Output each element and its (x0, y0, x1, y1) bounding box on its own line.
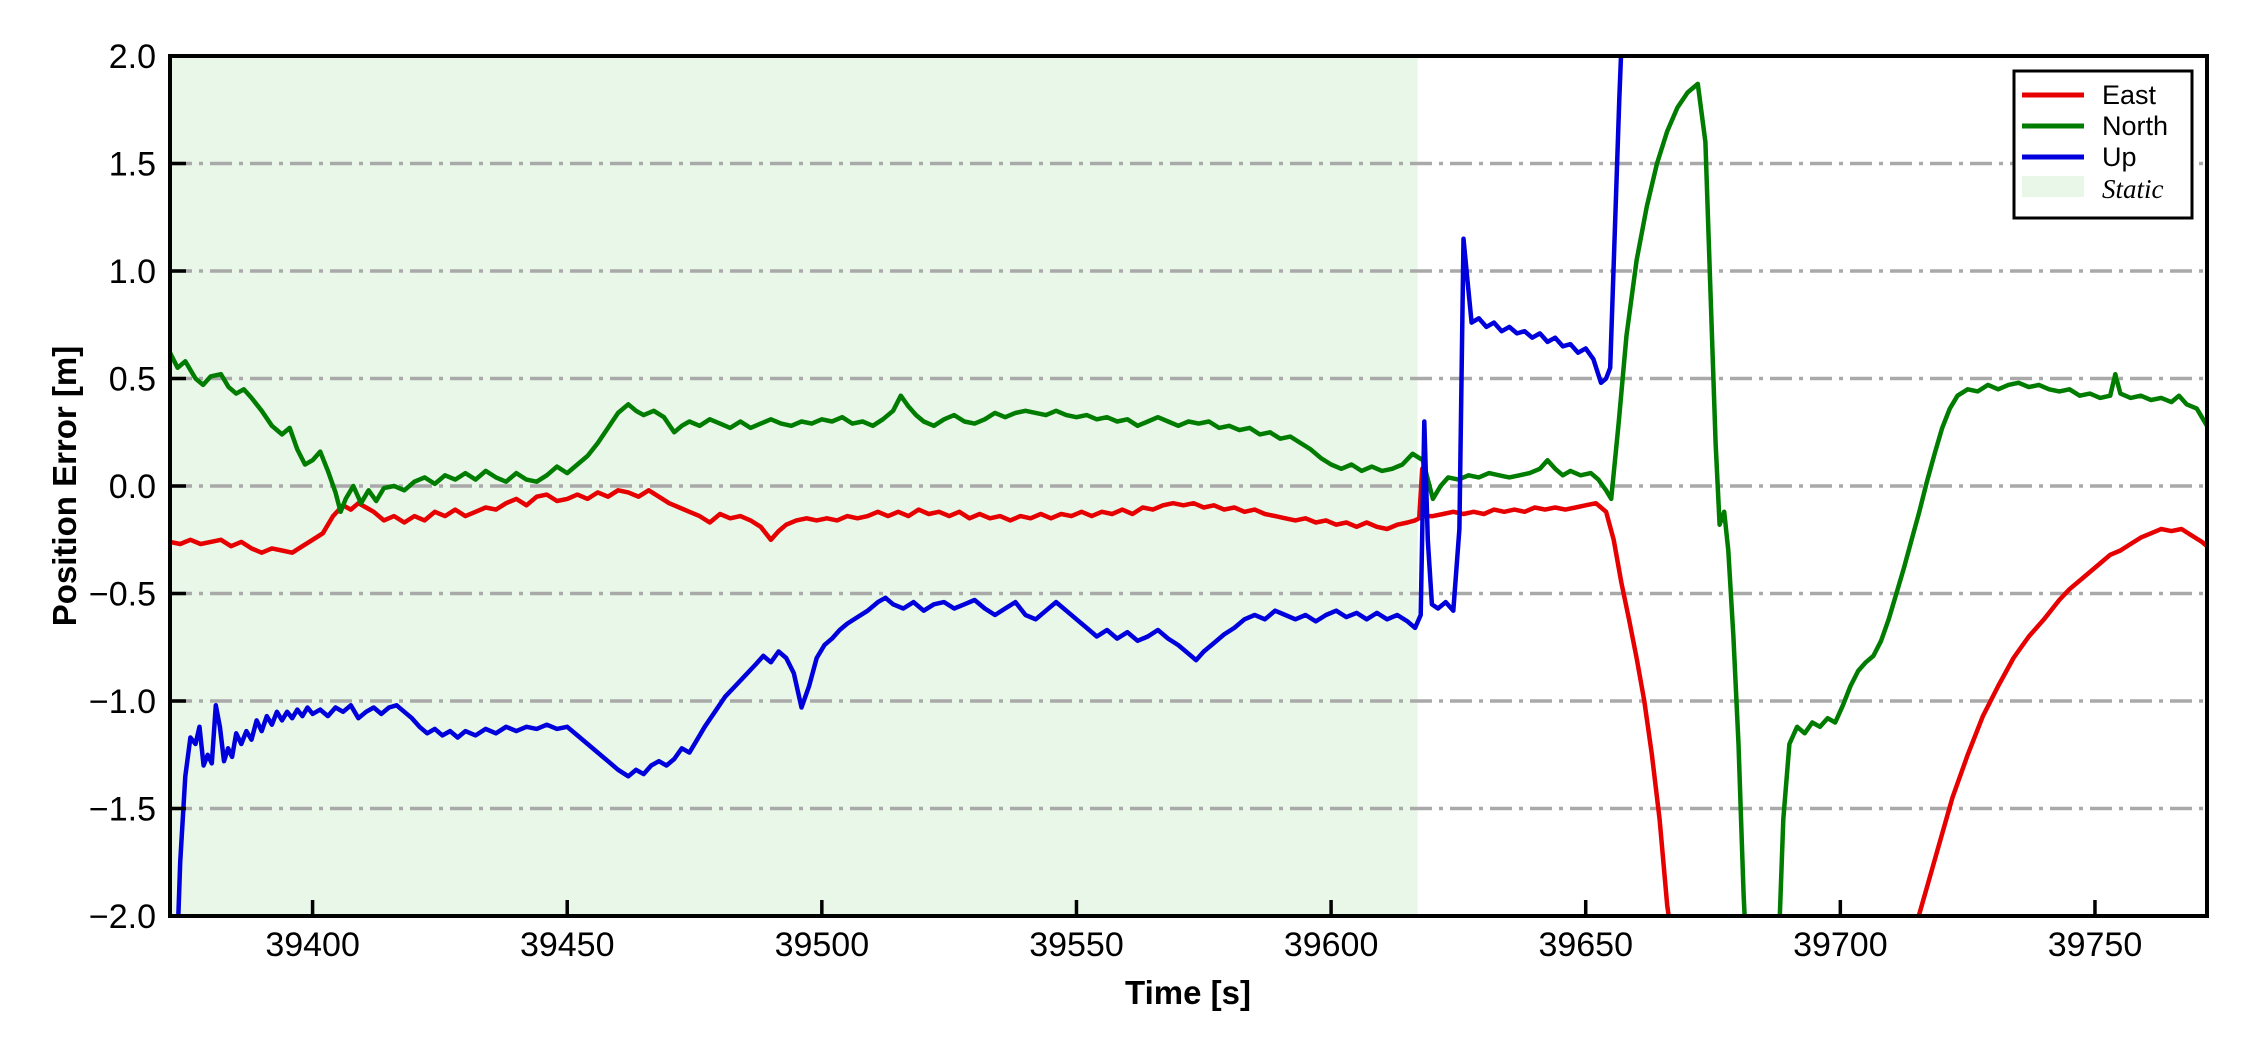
x-tick-label: 39500 (775, 926, 870, 964)
x-tick-label: 39450 (520, 926, 615, 964)
series-up-line (176, 56, 1624, 916)
axis-ticks (170, 54, 2097, 918)
series-east-line (170, 466, 2207, 916)
legend-up-label: Up (2102, 142, 2137, 172)
legend: East North Up Static (2012, 69, 2194, 220)
x-tick-label: 39550 (1029, 926, 1124, 964)
legend-static-swatch (2022, 176, 2084, 197)
x-axis-title: Time [s] (1125, 974, 1251, 1011)
y-tick-label: −2.0 (89, 898, 156, 936)
y-tick-label: 0.5 (109, 361, 156, 399)
y-tick-label: −1.5 (89, 791, 156, 829)
legend-north-label: North (2102, 111, 2168, 141)
x-tick-label: 39750 (2048, 926, 2143, 964)
y-tick-label: 2.0 (109, 38, 156, 76)
x-tick-label: 39650 (1538, 926, 1633, 964)
y-tick-label: 1.5 (109, 146, 156, 184)
y-tick-label: 0.0 (109, 468, 156, 506)
gridlines (170, 161, 2207, 811)
x-tick-label: 39400 (265, 926, 360, 964)
y-tick-labels: 2.0 1.5 1.0 0.5 0.0 −0.5 −1.0 −1.5 −2.0 (89, 38, 156, 936)
legend-east-label: East (2102, 80, 2157, 110)
x-tick-label: 39600 (1284, 926, 1379, 964)
legend-static-label: Static (2102, 174, 2164, 204)
data-series-layer (170, 56, 2207, 916)
series-north-line (170, 81, 2207, 916)
y-tick-label: −1.0 (89, 683, 156, 721)
y-axis-title: Position Error [m] (46, 346, 83, 627)
x-tick-label: 39700 (1793, 926, 1888, 964)
y-tick-label: −0.5 (89, 576, 156, 614)
x-tick-labels: 39400 39450 39500 39550 39600 39650 39700 39750 (265, 926, 2142, 964)
y-tick-label: 1.0 (109, 253, 156, 291)
